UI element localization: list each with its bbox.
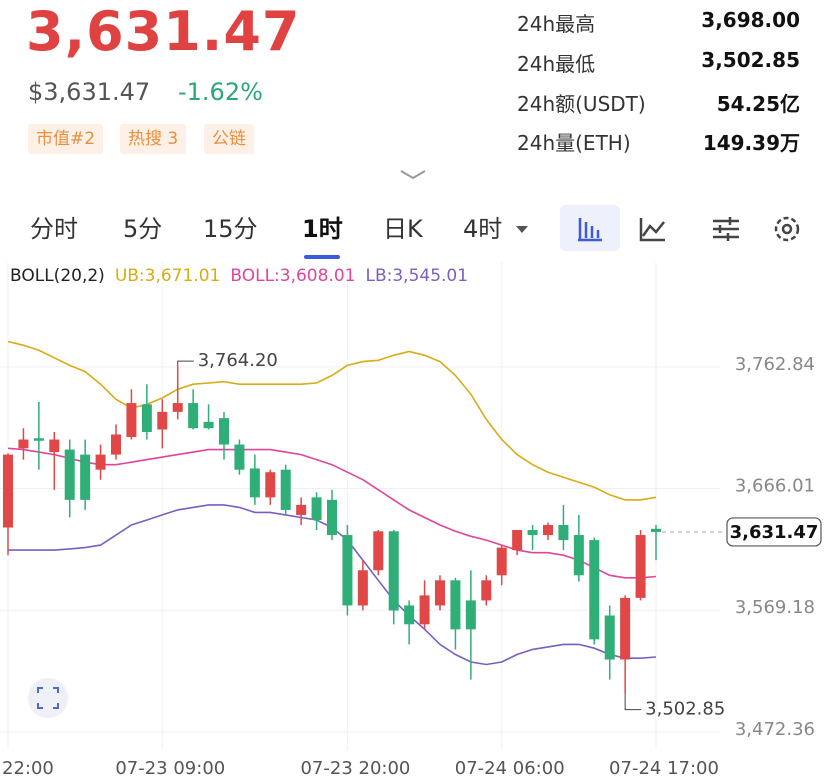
tag[interactable]: 公链 <box>204 124 254 154</box>
candle-body <box>234 444 245 470</box>
stat-label: 24h量(ETH) <box>517 131 631 155</box>
candle-body <box>49 439 60 453</box>
tab[interactable]: 1时 <box>302 215 343 243</box>
bar-icon <box>578 218 602 242</box>
candle-body <box>95 454 106 470</box>
stat-label: 24h最低 <box>517 52 596 76</box>
y-tick-label: 3,569.18 <box>735 597 815 618</box>
fullscreen-button[interactable] <box>28 678 68 718</box>
stat-label: 24h额(USDT) <box>517 92 646 116</box>
active-tab-underline <box>304 255 340 259</box>
price: 3,631.47 <box>26 0 301 63</box>
candle-body <box>373 531 384 571</box>
legend-entry: BOLL:3,608.01 <box>230 266 356 286</box>
candle-body <box>126 403 137 438</box>
candle-body <box>388 531 399 611</box>
tab[interactable]: 4时 <box>463 215 503 243</box>
candle-body <box>450 580 461 630</box>
y-tick-label: 3,666.01 <box>735 476 815 497</box>
candle-body <box>219 418 229 445</box>
last-price-box <box>726 517 822 547</box>
candle-body <box>172 403 183 412</box>
candle-body <box>296 504 307 515</box>
candle-body <box>435 580 445 606</box>
grid <box>0 262 720 750</box>
candle-body <box>111 434 121 455</box>
tag[interactable]: 市值#2 <box>28 124 104 154</box>
line-view-button[interactable] <box>639 218 665 242</box>
legend-entry: LB:3,545.01 <box>365 266 469 286</box>
x-tick-label: 07-23 20:00 <box>300 758 410 779</box>
annotation-line <box>177 360 194 366</box>
annotation-label: 3,764.20 <box>198 350 278 371</box>
tab[interactable]: 5分 <box>123 215 163 243</box>
candle-body <box>620 597 631 660</box>
candle-view-button[interactable] <box>560 205 620 251</box>
stat-value: 3,698.00 <box>701 8 800 32</box>
candle-body <box>33 438 44 441</box>
candle-body <box>573 535 584 576</box>
candle-body <box>357 570 368 606</box>
candle-body <box>342 535 353 606</box>
settings-button[interactable] <box>774 216 800 242</box>
candle-body <box>604 615 615 660</box>
candle-body <box>3 454 13 528</box>
candle-body <box>651 528 661 532</box>
candle-body <box>419 595 430 625</box>
candle-body <box>18 439 29 449</box>
candle-body <box>280 469 291 510</box>
tab[interactable]: 日K <box>383 215 423 243</box>
indicator-name: BOLL(20,2) <box>10 266 105 286</box>
candle-body <box>589 540 600 640</box>
indicator-legend: BOLL(20,2) UB:3,671.01 BOLL:3,608.01 LB:3,… <box>10 266 468 286</box>
candle-body <box>64 449 75 500</box>
candle-body <box>249 468 260 498</box>
candle-body <box>188 403 199 429</box>
x-tick-label: 07-24 06:00 <box>455 758 565 779</box>
tab[interactable]: 15分 <box>203 215 258 243</box>
candle-body <box>635 535 646 598</box>
candle-body <box>327 499 337 536</box>
stat-label: 24h最高 <box>517 12 596 36</box>
candle-body <box>465 600 476 630</box>
annotation-line <box>624 693 642 711</box>
candle-body <box>404 605 415 625</box>
candle-body <box>80 454 91 500</box>
candle-body <box>512 530 523 551</box>
x-tick-label: 07-23 09:00 <box>115 758 225 779</box>
candle-body <box>481 580 492 601</box>
y-tick-label: 3,762.84 <box>735 354 815 375</box>
stat-value: 54.25亿 <box>716 92 800 116</box>
candle-body <box>558 525 569 541</box>
tab[interactable]: 分时 <box>30 215 78 243</box>
candle-body <box>543 525 553 536</box>
dropdown-caret[interactable] <box>516 226 528 233</box>
price-change: -1.62% <box>178 78 263 106</box>
usd-price: $3,631.47 <box>28 78 151 106</box>
annotation-label: 3,502.85 <box>645 699 725 720</box>
indicator-settings-button[interactable] <box>713 217 739 241</box>
candle-body <box>496 547 507 576</box>
candle-body <box>203 421 214 429</box>
y-tick-label: 3,472.36 <box>735 719 815 740</box>
boll-line <box>7 340 657 501</box>
boll-line <box>7 447 657 579</box>
x-tick-label: 22:00 <box>2 758 54 779</box>
stat-value: 3,502.85 <box>701 48 800 72</box>
legend-entry: UB:3,671.01 <box>114 266 221 286</box>
candle-body <box>157 411 168 430</box>
candle-body <box>311 497 322 520</box>
tag[interactable]: 热搜 3 <box>120 124 187 154</box>
candle-body <box>265 472 276 498</box>
last-price-label: 3,631.47 <box>730 522 819 543</box>
candle-body <box>527 530 538 536</box>
x-tick-label: 07-24 17:00 <box>609 758 719 779</box>
stat-value: 149.39万 <box>702 131 800 155</box>
candle-body <box>141 404 152 432</box>
expand-chevron[interactable] <box>400 170 426 180</box>
